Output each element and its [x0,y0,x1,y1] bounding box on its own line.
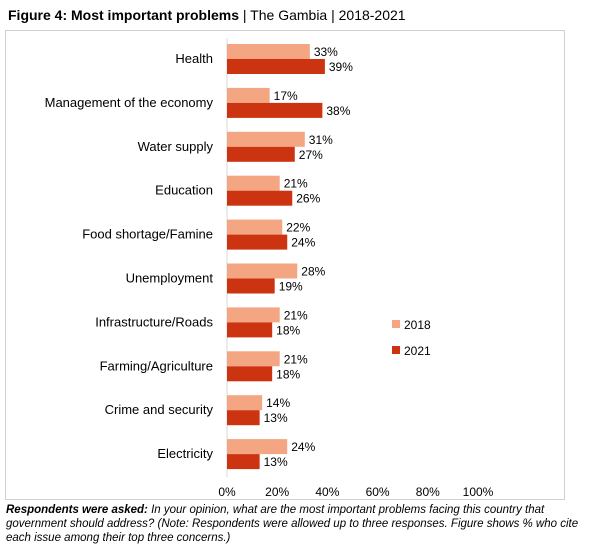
bar-2021-electricity [227,454,260,470]
footnote-text: In your opinion, what are the most impor… [6,504,579,544]
chart-title-main: Figure 4: Most important problems [8,7,240,23]
data-label-2018-infrastructure-roads: 21% [284,308,308,322]
bar-2018-water-supply [227,131,305,147]
bar-2021-food-shortage-famine [227,234,288,250]
footnote-lead: Respondents were asked: [6,504,148,516]
legend-swatch-2021 [392,346,400,354]
bar-2018-health [227,44,310,59]
legend-label-2018: 2018 [404,318,431,332]
data-label-2021-farming-agriculture: 18% [276,367,300,381]
data-label-2018-unemployment: 28% [301,265,325,279]
category-label-health: Health [175,51,213,66]
x-tick-label-40: 40% [315,485,339,499]
bar-2018-management-of-the-economy [227,87,270,103]
category-label-crime-and-security: Crime and security [105,402,214,417]
footnote: Respondents were asked: In your opinion,… [6,503,590,545]
legend-label-2021: 2021 [404,344,431,358]
bar-2018-food-shortage-famine [227,219,283,235]
category-label-farming-agriculture: Farming/Agriculture [100,358,213,373]
data-label-2021-education: 26% [296,192,320,206]
bar-2018-electricity [227,439,288,455]
x-tick-label-60: 60% [366,485,390,499]
bar-2018-unemployment [227,263,298,279]
chart-title: Figure 4: Most important problems | The … [8,7,406,23]
bar-2021-water-supply [227,146,295,162]
data-label-2018-food-shortage-famine: 22% [286,221,310,235]
bar-2021-education [227,190,293,206]
bar-2021-health [227,59,325,74]
bar-2021-management-of-the-economy [227,102,323,118]
bar-2021-farming-agriculture [227,366,273,382]
x-tick-label-0: 0% [218,485,236,499]
bar-2018-infrastructure-roads [227,307,280,323]
category-label-education: Education [155,183,213,198]
category-label-water-supply: Water supply [138,139,214,154]
category-label-electricity: Electricity [157,446,213,461]
data-label-2021-unemployment: 19% [279,280,303,294]
bar-2018-crime-and-security [227,395,263,411]
data-label-2021-food-shortage-famine: 24% [291,236,315,250]
bar-2021-crime-and-security [227,410,260,426]
data-label-2018-electricity: 24% [291,440,315,454]
data-label-2021-crime-and-security: 13% [264,411,288,425]
data-label-2018-farming-agriculture: 21% [284,352,308,366]
x-tick-label-20: 20% [265,485,289,499]
data-label-2021-electricity: 13% [264,455,288,469]
data-label-2021-water-supply: 27% [299,148,323,162]
data-label-2018-health: 33% [314,45,338,59]
category-label-unemployment: Unemployment [126,271,214,286]
data-label-2021-health: 39% [329,60,353,74]
chart-title-sub: | The Gambia | 2018-2021 [239,7,406,23]
legend-swatch-2018 [392,320,400,328]
x-tick-label-80: 80% [416,485,440,499]
category-label-management-of-the-economy: Management of the economy [45,95,214,110]
data-label-2018-crime-and-security: 14% [266,396,290,410]
data-label-2018-water-supply: 31% [309,133,333,147]
data-label-2021-management-of-the-economy: 38% [326,104,350,118]
bar-2021-unemployment [227,278,275,294]
category-label-infrastructure-roads: Infrastructure/Roads [95,314,213,329]
bar-2018-farming-agriculture [227,351,280,367]
data-label-2021-infrastructure-roads: 18% [276,323,300,337]
bar-2021-infrastructure-roads [227,322,273,338]
bar-2018-education [227,175,280,191]
category-label-food-shortage-famine: Food shortage/Famine [82,227,213,242]
x-tick-label-100: 100% [463,485,494,499]
data-label-2018-management-of-the-economy: 17% [274,89,298,103]
chart-frame [5,30,565,500]
data-label-2018-education: 21% [284,177,308,191]
